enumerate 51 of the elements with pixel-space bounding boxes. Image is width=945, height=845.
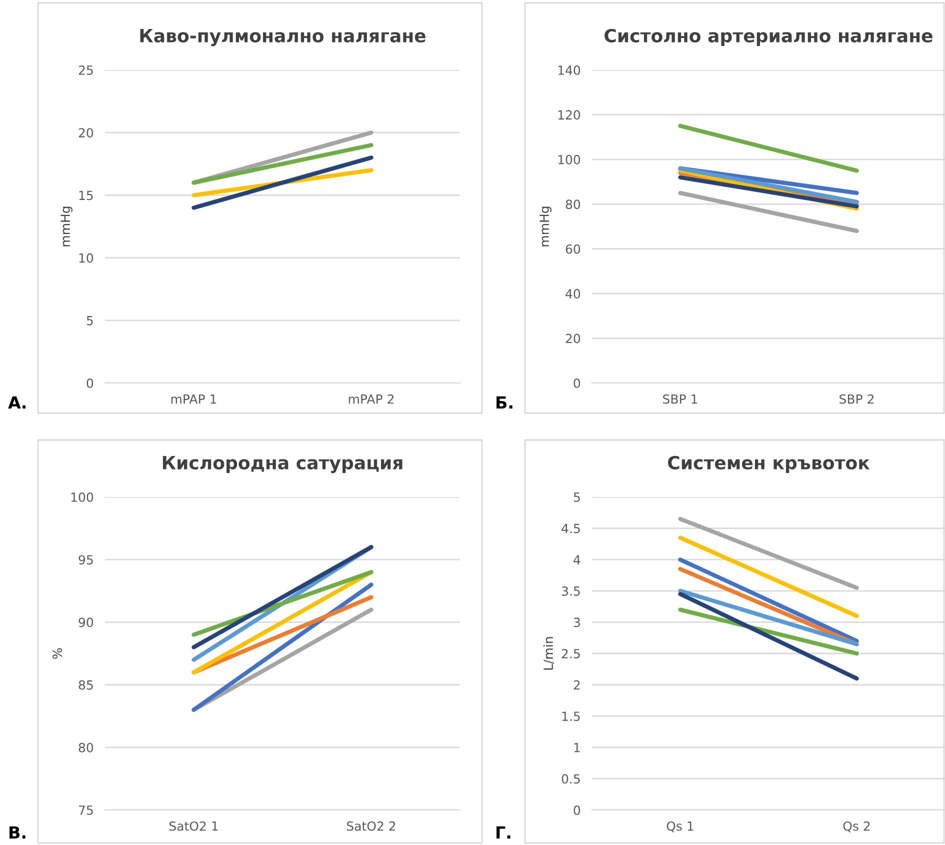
y-tick-label: 15 — [79, 190, 93, 200]
chart-title: Систолно артериално налягане — [604, 28, 932, 46]
y-tick-label: 25 — [78, 65, 93, 75]
y-tick-label: 3.5 — [562, 586, 580, 596]
x-tick-label: mPAP 1 — [171, 394, 216, 404]
y-tick-label: 20 — [566, 334, 580, 344]
y-axis-title: mmHg — [540, 206, 552, 246]
y-tick-label: 80 — [566, 200, 580, 210]
x-tick-label: Qs 2 — [843, 821, 870, 832]
y-tick-label: 5 — [574, 492, 580, 502]
x-tick-label: SatO2 1 — [169, 821, 218, 831]
y-axis-title: mmHg — [60, 206, 72, 246]
y-tick-label: 100 — [558, 154, 580, 164]
x-tick-label: SBP 2 — [840, 394, 874, 404]
y-tick-label: 10 — [79, 253, 94, 263]
y-tick-label: 20 — [78, 128, 94, 138]
y-tick-label: 60 — [566, 244, 580, 254]
y-tick-label: 3 — [574, 618, 580, 628]
y-axis-title: % — [52, 648, 62, 659]
y-tick-label: 140 — [558, 65, 580, 75]
y-tick-label: 90 — [78, 618, 94, 628]
y-tick-label: 1 — [574, 743, 580, 752]
y-tick-label: 0 — [86, 378, 94, 388]
x-tick-label: SatO2 2 — [346, 821, 396, 831]
chart-title: Кислородна сатурация — [162, 456, 402, 474]
y-tick-label: 120 — [558, 110, 580, 120]
y-tick-label: 75 — [79, 806, 93, 815]
y-tick-label: 2.5 — [562, 648, 580, 658]
chart-title: Каво-пулмонално налягане — [140, 29, 426, 46]
y-tick-label: 1.5 — [562, 712, 580, 722]
y-tick-label: 4 — [574, 555, 580, 564]
x-tick-label: SBP 1 — [663, 394, 698, 404]
y-tick-label: 2 — [574, 680, 580, 690]
text: А. — [8, 396, 26, 409]
text: Б. — [496, 396, 512, 409]
y-tick-label: 95 — [78, 555, 93, 565]
y-tick-label: 85 — [78, 680, 93, 690]
y-tick-label: 4.5 — [562, 524, 580, 534]
y-tick-label: 80 — [78, 742, 94, 752]
y-tick-label: 0 — [574, 378, 580, 388]
y-tick-label: 40 — [566, 289, 580, 298]
y-axis-title: L/min — [543, 637, 554, 670]
y-tick-label: 0 — [574, 805, 580, 815]
y-tick-label: 0.5 — [562, 774, 580, 784]
y-tick-label: 100 — [71, 492, 94, 502]
text: В. — [10, 826, 26, 839]
text: Г. — [496, 826, 510, 839]
x-tick-label: mPAP 2 — [348, 394, 394, 404]
chart-title: Системен кръвоток — [668, 456, 870, 473]
y-tick-label: 5 — [86, 316, 93, 326]
x-tick-label: Qs 1 — [666, 821, 694, 832]
